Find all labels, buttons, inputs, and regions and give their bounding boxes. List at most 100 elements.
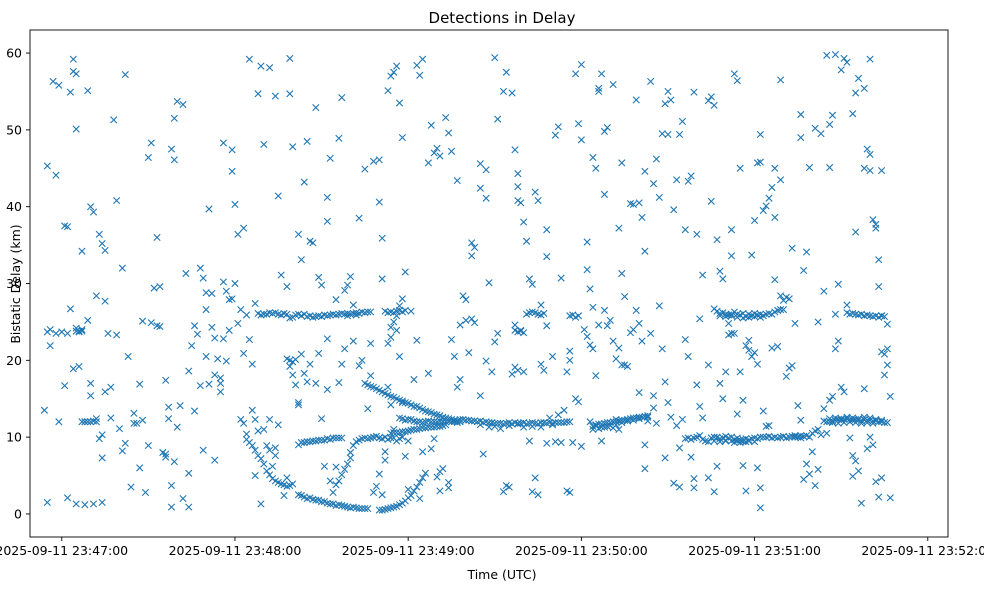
data-point	[46, 326, 54, 334]
data-point	[277, 271, 285, 279]
data-point	[312, 496, 320, 504]
data-point	[589, 425, 597, 434]
data-point	[476, 160, 484, 168]
data-point	[231, 279, 239, 288]
data-point	[355, 362, 363, 370]
data-point	[225, 326, 233, 334]
data-point	[863, 445, 871, 453]
data-point	[491, 338, 499, 346]
data-point	[349, 301, 357, 309]
data-point	[419, 55, 427, 63]
data-point	[468, 315, 476, 323]
data-point	[219, 278, 228, 286]
data-point	[55, 81, 63, 89]
data-point	[748, 352, 756, 361]
data-point	[427, 423, 435, 431]
data-point	[580, 326, 588, 334]
data-point	[257, 62, 265, 70]
data-point	[283, 310, 291, 318]
data-point	[476, 184, 484, 192]
data-point	[416, 71, 424, 79]
data-point	[566, 356, 574, 364]
data-point	[805, 470, 814, 478]
data-point	[811, 481, 819, 490]
data-point	[814, 318, 822, 326]
data-point	[808, 448, 816, 456]
data-point	[228, 295, 236, 303]
data-point	[338, 434, 346, 442]
data-point	[63, 329, 72, 338]
data-point	[667, 96, 675, 104]
data-point	[317, 436, 326, 444]
data-point	[595, 87, 603, 96]
data-point	[745, 336, 753, 344]
data-point	[447, 147, 456, 155]
data-point	[675, 444, 684, 452]
data-point	[170, 458, 178, 466]
data-point	[638, 213, 646, 222]
data-point	[202, 289, 210, 297]
data-point	[274, 421, 282, 429]
data-point	[104, 329, 112, 338]
data-point	[704, 474, 712, 482]
data-point	[615, 224, 623, 232]
data-point	[190, 407, 199, 415]
data-point	[280, 491, 288, 500]
data-point	[375, 506, 383, 514]
data-point	[297, 256, 305, 264]
data-point	[121, 439, 129, 447]
data-point	[776, 176, 785, 184]
data-point	[286, 54, 294, 63]
data-point	[390, 428, 398, 437]
data-point	[419, 424, 427, 432]
data-point	[323, 385, 331, 394]
data-point	[826, 163, 834, 172]
data-point	[329, 434, 337, 442]
data-point	[395, 99, 404, 107]
data-point	[84, 418, 92, 426]
data-point	[167, 145, 176, 153]
data-point	[739, 314, 747, 322]
data-point	[834, 280, 842, 288]
data-point	[531, 188, 539, 196]
data-point	[589, 303, 597, 311]
data-point	[499, 488, 508, 496]
data-point	[866, 433, 874, 441]
data-point	[144, 153, 152, 162]
data-point	[597, 423, 606, 431]
data-point	[687, 172, 695, 180]
data-point	[742, 487, 750, 495]
data-point	[245, 55, 253, 63]
data-point	[583, 266, 591, 274]
y-tick-label: 0	[14, 506, 22, 521]
data-point	[257, 500, 265, 508]
data-point	[797, 110, 805, 119]
y-tick-label: 30	[6, 276, 22, 291]
data-point	[762, 202, 770, 210]
data-point	[852, 457, 860, 465]
data-point	[297, 350, 305, 358]
data-point	[398, 295, 406, 303]
data-point	[675, 130, 684, 139]
data-point	[768, 183, 776, 192]
data-point	[153, 233, 161, 241]
data-point	[138, 317, 147, 325]
data-point	[664, 130, 672, 139]
data-point	[727, 312, 736, 320]
data-point	[491, 422, 499, 430]
data-point	[341, 465, 349, 473]
data-point	[306, 360, 314, 368]
data-point	[101, 246, 109, 255]
data-point	[557, 418, 565, 427]
data-point	[240, 349, 248, 357]
data-point	[496, 425, 505, 433]
data-point	[95, 435, 103, 443]
x-tick-label: 2025-09-11 23:47:00	[0, 543, 128, 558]
data-point	[444, 129, 453, 137]
data-point	[72, 327, 80, 335]
data-point	[219, 139, 228, 147]
data-point	[199, 274, 207, 282]
data-point	[872, 224, 880, 232]
data-point	[395, 352, 404, 361]
